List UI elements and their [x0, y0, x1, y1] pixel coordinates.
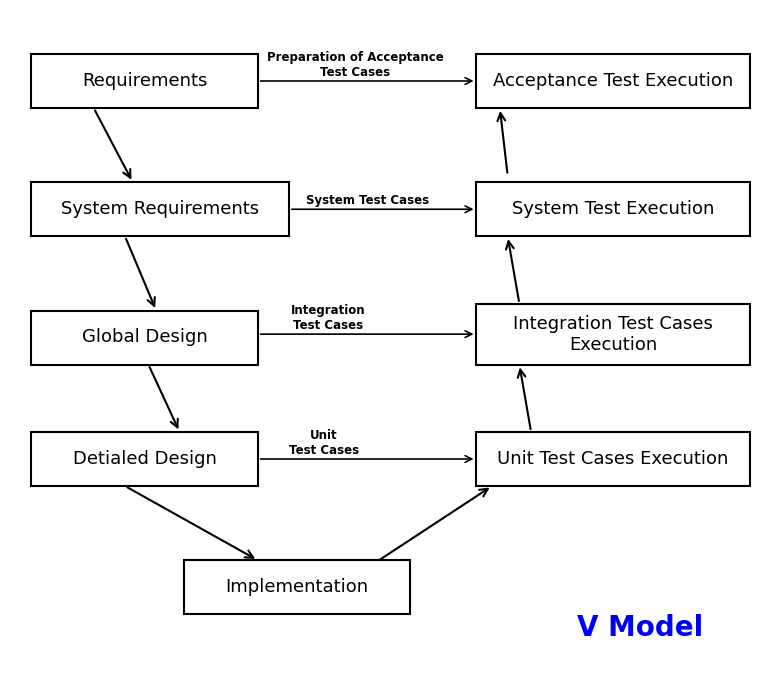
FancyBboxPatch shape — [476, 182, 750, 236]
Text: Unit Test Cases Execution: Unit Test Cases Execution — [497, 450, 729, 468]
Text: Requirements: Requirements — [82, 72, 207, 90]
Text: V Model: V Model — [577, 614, 704, 642]
Text: Integration
Test Cases: Integration Test Cases — [291, 304, 366, 332]
FancyBboxPatch shape — [184, 560, 410, 614]
FancyBboxPatch shape — [31, 54, 258, 108]
FancyBboxPatch shape — [476, 432, 750, 486]
Text: Implementation: Implementation — [225, 578, 369, 596]
Text: Preparation of Acceptance
Test Cases: Preparation of Acceptance Test Cases — [267, 51, 444, 79]
Text: Detialed Design: Detialed Design — [73, 450, 216, 468]
FancyBboxPatch shape — [31, 310, 258, 364]
Text: Acceptance Test Execution: Acceptance Test Execution — [493, 72, 733, 90]
FancyBboxPatch shape — [31, 182, 289, 236]
Text: Unit
Test Cases: Unit Test Cases — [289, 429, 359, 457]
FancyBboxPatch shape — [476, 54, 750, 108]
FancyBboxPatch shape — [31, 432, 258, 486]
Text: System Requirements: System Requirements — [61, 200, 259, 218]
Text: System Test Cases: System Test Cases — [305, 194, 429, 207]
Text: Integration Test Cases
Execution: Integration Test Cases Execution — [513, 315, 713, 354]
Text: Global Design: Global Design — [81, 329, 208, 346]
Text: System Test Execution: System Test Execution — [512, 200, 715, 218]
FancyBboxPatch shape — [476, 304, 750, 364]
